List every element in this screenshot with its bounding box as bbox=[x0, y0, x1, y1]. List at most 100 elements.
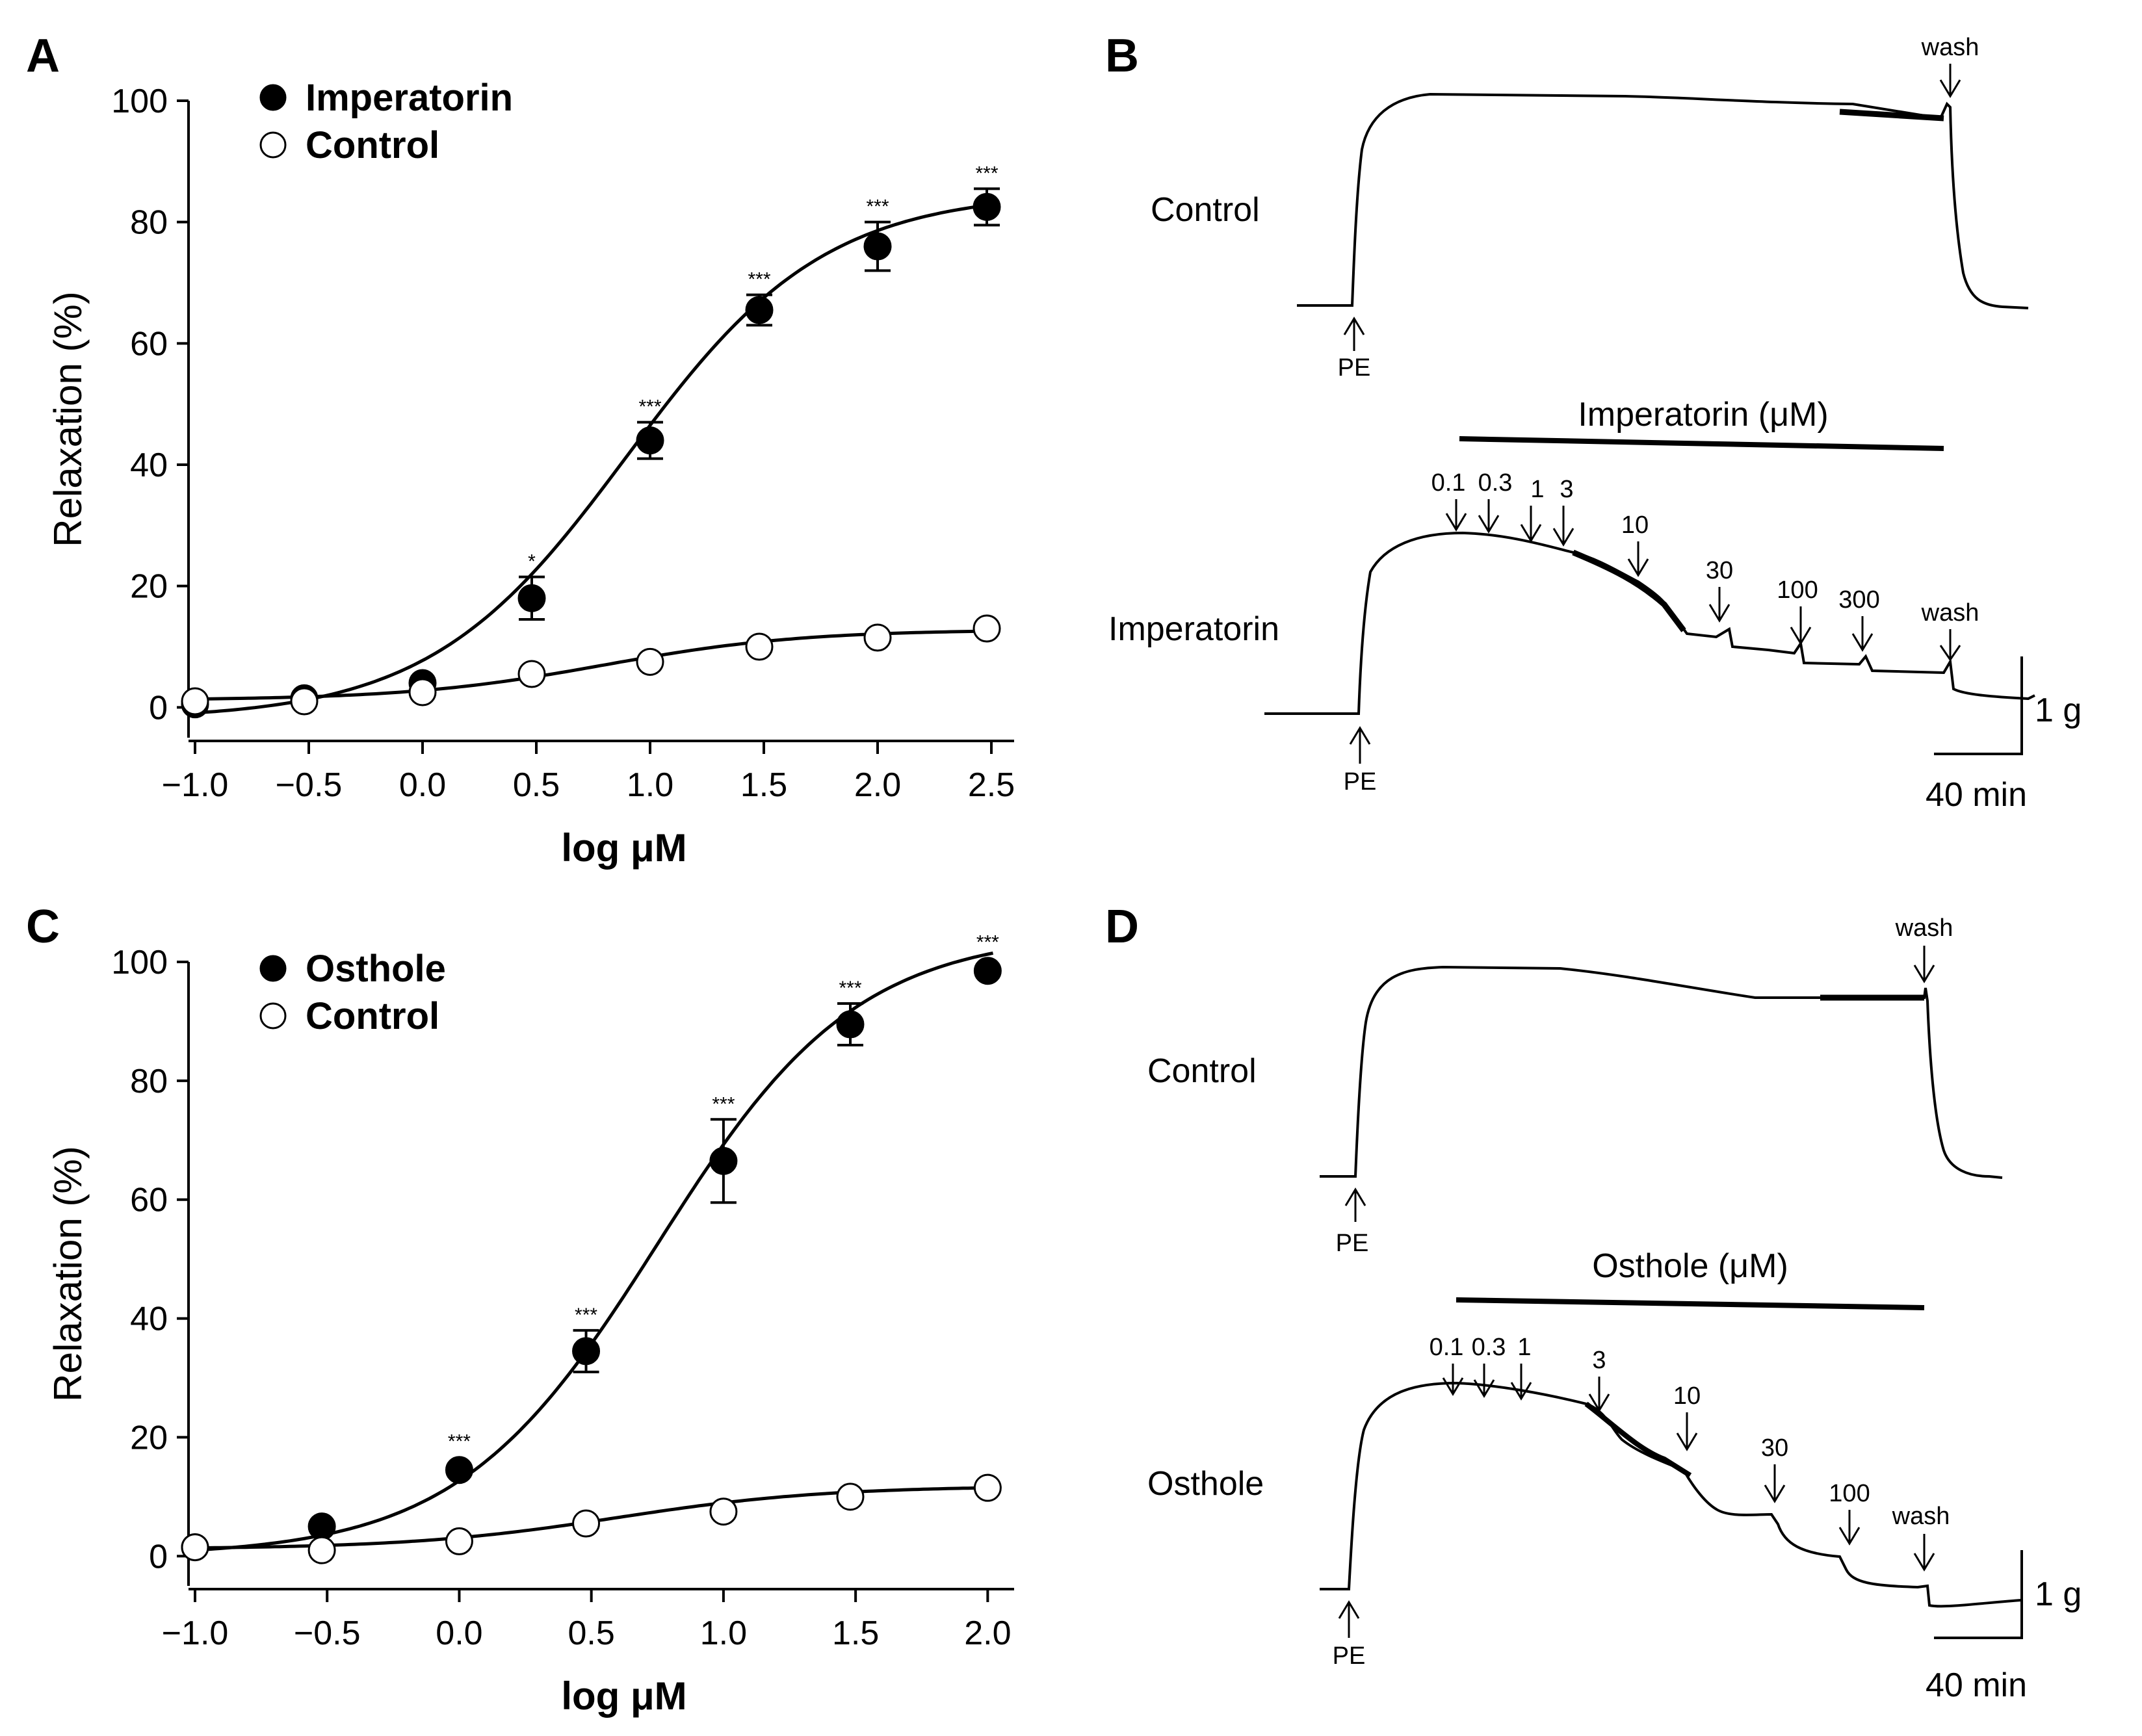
data-point-c-osthole-3 bbox=[572, 1337, 601, 1366]
x-tick-label-a-7: 2.5 bbox=[968, 766, 1015, 804]
trace-d-dose-arrow-2 bbox=[1510, 1364, 1532, 1401]
trace-b-drug-wash-arrow bbox=[1939, 629, 1961, 662]
trace-d-drug-pe-arrow bbox=[1338, 1600, 1360, 1638]
legend-marker-a-imperatorin bbox=[259, 84, 287, 111]
trace-b-dose-0: 0.1 bbox=[1431, 469, 1466, 497]
legend-marker-a-control bbox=[259, 131, 287, 159]
trace-b-control-wash-arrow bbox=[1939, 64, 1961, 98]
trace-d-dose-0: 0.1 bbox=[1430, 1334, 1464, 1361]
trace-d-drug-pe-label: PE bbox=[1333, 1642, 1366, 1670]
panel-letter-d: D bbox=[1105, 901, 1139, 953]
trace-b-dose-3: 3 bbox=[1560, 476, 1573, 503]
trace-d-dose-arrow-1 bbox=[1473, 1364, 1495, 1398]
y-tick-label-a-5: 100 bbox=[111, 83, 168, 120]
trace-b-drug-line bbox=[1264, 531, 2035, 715]
trace-d-drug-bar bbox=[1456, 1297, 1925, 1310]
data-point-c-osthole-2 bbox=[445, 1456, 473, 1484]
y-tick-label-c-3: 60 bbox=[130, 1182, 168, 1219]
chart-a: 0 20 40 60 80 100 −1.0 −0.5 0.0 0.5 1.0 1.5 2.0 2.5 lo… bbox=[46, 77, 1015, 870]
trace-d-control-label: Control bbox=[1147, 1052, 1257, 1090]
trace-d-control-pe-label: PE bbox=[1336, 1230, 1369, 1257]
trace-b-scale-time: 40 min bbox=[1926, 776, 2027, 814]
x-tick-label-c-1: −0.5 bbox=[294, 1614, 361, 1652]
trace-b-drug-pe-label: PE bbox=[1344, 768, 1377, 796]
trace-d-drug-label: Osthole bbox=[1147, 1465, 1264, 1503]
trace-d-scale-bar bbox=[1934, 1550, 2023, 1639]
fit-curve-a-control bbox=[195, 629, 997, 701]
data-point-c-control-6 bbox=[973, 1473, 1002, 1502]
trace-b-drug-label: Imperatorin bbox=[1108, 610, 1279, 648]
trace-b-dose-arrow-2 bbox=[1520, 506, 1542, 543]
trace-panel-b: Control PE wash Imperatorin (μM) Imperat… bbox=[1108, 34, 2082, 814]
trace-b-control-wash-label: wash bbox=[1921, 34, 1979, 61]
trace-d-control-pe-arrow bbox=[1344, 1187, 1366, 1222]
trace-d-drug-wash-arrow bbox=[1913, 1534, 1935, 1572]
trace-b-drug-pe-arrow bbox=[1349, 726, 1371, 764]
panel-letter-a: A bbox=[26, 30, 60, 82]
data-point-c-osthole-1 bbox=[307, 1512, 336, 1541]
significance-a-imperatorin-4: *** bbox=[638, 396, 661, 418]
significance-c-osthole-4: *** bbox=[712, 1093, 735, 1115]
trace-b-scale-bar bbox=[1934, 656, 2023, 755]
trace-b-drug-noise bbox=[1572, 549, 1686, 632]
x-tick-label-a-6: 2.0 bbox=[854, 766, 901, 804]
trace-panel-d: Control PE wash Osthole (μM) Osthole PE … bbox=[1147, 914, 2082, 1704]
trace-b-dose-6: 100 bbox=[1777, 577, 1818, 604]
significance-c-osthole-6: *** bbox=[976, 932, 999, 953]
y-tick-label-a-3: 60 bbox=[130, 325, 168, 363]
trace-b-scale-force: 1 g bbox=[2035, 692, 2082, 729]
data-point-a-imperatorin-7 bbox=[973, 192, 1001, 221]
x-tick-label-c-4: 1.0 bbox=[700, 1614, 747, 1652]
x-tick-label-c-2: 0.0 bbox=[436, 1614, 482, 1652]
panel-letter-c: C bbox=[26, 901, 60, 953]
trace-d-control-line bbox=[1320, 965, 2003, 1179]
data-point-a-control-4 bbox=[636, 647, 664, 676]
data-point-c-control-4 bbox=[709, 1497, 738, 1526]
x-axis-title-c: log μM bbox=[561, 1674, 686, 1718]
x-tick-label-a-4: 1.0 bbox=[627, 766, 673, 804]
trace-b-dose-arrow-1 bbox=[1478, 499, 1500, 534]
data-point-c-control-3 bbox=[572, 1509, 601, 1538]
legend-marker-c-control bbox=[259, 1002, 287, 1030]
trace-d-bar-label: Osthole (μM) bbox=[1592, 1247, 1788, 1285]
data-point-c-control-2 bbox=[445, 1527, 473, 1555]
data-point-c-control-5 bbox=[836, 1483, 865, 1511]
data-point-c-control-0 bbox=[181, 1533, 209, 1562]
trace-b-bar-label: Imperatorin (μM) bbox=[1578, 396, 1828, 434]
y-tick-label-a-1: 20 bbox=[130, 568, 168, 606]
trace-b-dose-arrow-6 bbox=[1790, 606, 1812, 645]
data-point-a-control-6 bbox=[863, 623, 892, 652]
trace-d-control-wash-label: wash bbox=[1895, 914, 1953, 942]
significance-c-osthole-2: *** bbox=[448, 1431, 471, 1453]
trace-b-dose-7: 300 bbox=[1838, 586, 1879, 614]
trace-b-dose-4: 10 bbox=[1621, 512, 1649, 539]
y-axis-title-a: Relaxation (%) bbox=[46, 291, 90, 547]
y-axis-title-c: Relaxation (%) bbox=[46, 1146, 90, 1402]
trace-d-drug-wash-label: wash bbox=[1892, 1503, 1950, 1530]
significance-a-imperatorin-5: *** bbox=[748, 269, 770, 291]
data-point-a-control-7 bbox=[973, 614, 1001, 643]
data-point-a-imperatorin-4 bbox=[636, 426, 664, 455]
trace-d-dose-5: 30 bbox=[1761, 1434, 1788, 1462]
trace-b-dose-arrow-4 bbox=[1627, 541, 1649, 577]
significance-a-imperatorin-7: *** bbox=[975, 162, 998, 184]
chart-c: 0 20 40 60 80 100 −1.0 −0.5 0.0 0.5 1.0 1.5 2.0 log μ… bbox=[46, 932, 1014, 1718]
data-point-a-imperatorin-6 bbox=[863, 232, 892, 261]
data-point-a-control-1 bbox=[290, 687, 319, 716]
x-tick-label-c-6: 2.0 bbox=[964, 1614, 1011, 1652]
trace-b-control-noise bbox=[1839, 109, 1944, 122]
trace-b-drug-bar bbox=[1459, 436, 1944, 451]
legend-label-a-control: Control bbox=[306, 124, 439, 166]
trace-b-dose-arrow-5 bbox=[1708, 587, 1731, 623]
y-tick-label-c-4: 80 bbox=[130, 1063, 168, 1100]
x-tick-label-a-0: −1.0 bbox=[162, 766, 229, 804]
x-tick-label-a-3: 0.5 bbox=[513, 766, 560, 804]
legend-label-c-osthole: Osthole bbox=[306, 948, 446, 990]
trace-d-dose-1: 0.3 bbox=[1472, 1334, 1506, 1361]
x-tick-label-a-1: −0.5 bbox=[276, 766, 343, 804]
trace-b-control-line bbox=[1297, 92, 2029, 309]
significance-a-imperatorin-6: *** bbox=[866, 196, 889, 218]
trace-b-control-pe-label: PE bbox=[1338, 354, 1371, 382]
data-point-a-imperatorin-3 bbox=[517, 584, 546, 612]
trace-b-dose-5: 30 bbox=[1706, 557, 1733, 584]
